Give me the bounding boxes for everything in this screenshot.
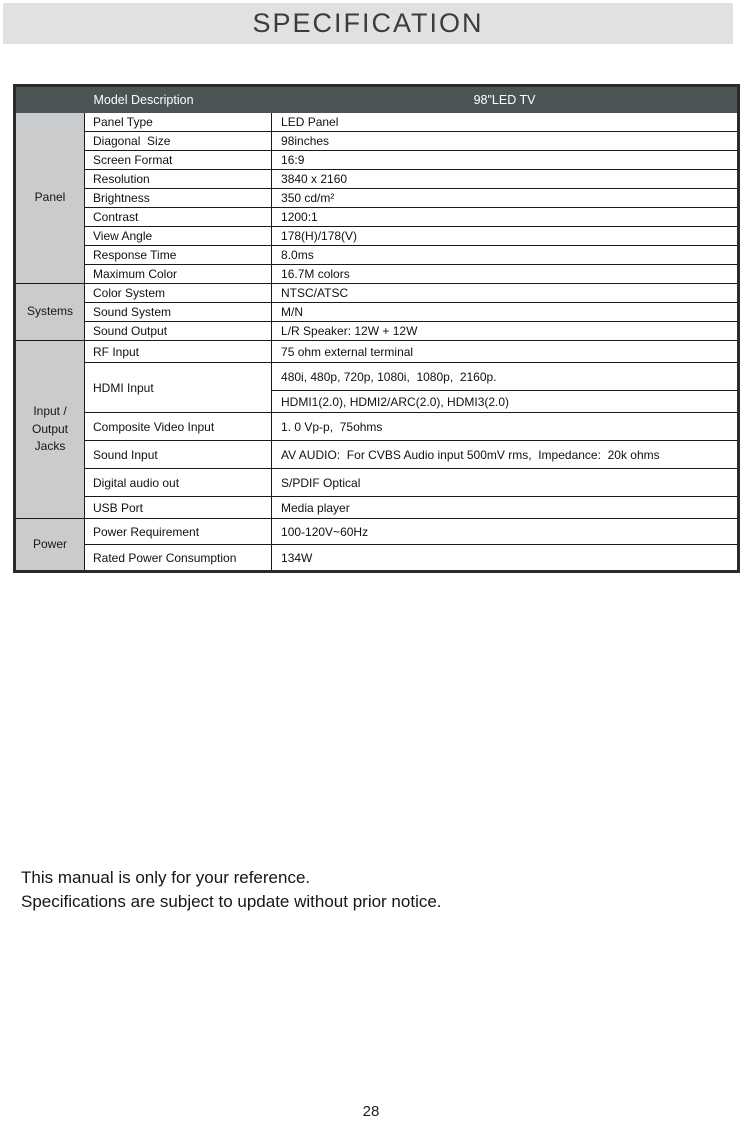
spec-value: 350 cd/m² — [271, 188, 740, 208]
spec-value: Media player — [271, 496, 740, 519]
spec-value: 16.7M colors — [271, 264, 740, 284]
table-row: Power Power Requirement 100-120V~60Hz — [14, 518, 740, 572]
spec-label: USB Port — [83, 496, 273, 519]
spec-label: Sound System — [83, 302, 273, 322]
spec-label: Contrast — [83, 207, 273, 227]
table-row: Brightness 350 cd/m² — [15, 188, 740, 208]
table-row: Composite Video Input 1. 0 Vp-p, 75ohms — [15, 412, 740, 441]
spec-value: NTSC/ATSC — [271, 283, 740, 303]
page-number: 28 — [362, 1103, 380, 1120]
spec-label: Color System — [83, 283, 273, 303]
footer-note: This manual is only for your reference. … — [21, 866, 442, 914]
section-label-systems: Systems — [14, 283, 85, 341]
spec-value: 3840 x 2160 — [271, 169, 740, 189]
footer-line-1: This manual is only for your reference. — [21, 868, 311, 887]
spec-value: 8.0ms — [271, 245, 740, 265]
spec-label: Power Requirement — [83, 518, 273, 545]
spec-value: 1. 0 Vp-p, 75ohms — [271, 412, 740, 441]
spec-label: View Angle — [83, 226, 273, 246]
spec-label: Response Time — [83, 245, 273, 265]
table-row: Resolution 3840 x 2160 — [15, 169, 740, 189]
spec-label: Brightness — [83, 188, 273, 208]
table-row: Sound Output L/R Speaker: 12W + 12W — [15, 321, 740, 341]
spec-label: Digital audio out — [83, 468, 273, 497]
spec-label: Sound Output — [83, 321, 273, 341]
table-row: HDMI Input 480i, 480p, 720p, 1080i, 1080… — [15, 362, 740, 413]
table-row: Panel Panel Type LED Panel — [14, 112, 740, 284]
footer-line-2: Specifications are subject to update wit… — [21, 892, 442, 911]
spec-value: 75 ohm external terminal — [271, 340, 740, 363]
table-row: Rated Power Consumption 134W — [15, 544, 740, 572]
spec-value: 178(H)/178(V) — [271, 226, 740, 246]
table-row: Maximum Color 16.7M colors — [15, 264, 740, 284]
section-label-input-output-jacks: Input / Output Jacks — [14, 340, 85, 519]
model-description-header: Model Description — [13, 85, 273, 113]
spec-value: S/PDIF Optical — [271, 468, 740, 497]
table-row: HDMI1(2.0), HDMI2/ARC(2.0), HDMI3(2.0) — [15, 390, 740, 413]
table-row: Contrast 1200:1 — [15, 207, 740, 227]
spec-value: 134W — [271, 544, 740, 572]
spec-label: Sound Input — [83, 440, 273, 469]
table-row: Sound Input AV AUDIO: For CVBS Audio inp… — [15, 440, 740, 469]
spec-label: Resolution — [83, 169, 273, 189]
spec-label: Maximum Color — [83, 264, 273, 284]
spec-value: AV AUDIO: For CVBS Audio input 500mV rms… — [271, 440, 740, 469]
spec-value: 1200:1 — [271, 207, 740, 227]
table-row: View Angle 178(H)/178(V) — [15, 226, 740, 246]
spec-value: M/N — [271, 302, 740, 322]
page-title: SPECIFICATION — [252, 8, 484, 38]
spec-value: HDMI1(2.0), HDMI2/ARC(2.0), HDMI3(2.0) — [271, 390, 740, 413]
table-header-row: Model Description 98"LED TV — [13, 85, 740, 113]
spec-label: Composite Video Input — [83, 412, 273, 441]
spec-value: 98inches — [271, 131, 740, 151]
table-row: Digital audio out S/PDIF Optical — [15, 468, 740, 497]
spec-label: Screen Format — [83, 150, 273, 170]
title-band: SPECIFICATION — [3, 3, 733, 44]
table-row: Sound System M/N — [15, 302, 740, 322]
model-value-header: 98"LED TV — [271, 85, 740, 113]
spec-value: 480i, 480p, 720p, 1080i, 1080p, 2160p. — [271, 362, 740, 391]
section-label-power: Power — [14, 518, 85, 572]
spec-label: Panel Type — [83, 112, 273, 132]
specification-table: Model Description 98"LED TV Panel Panel … — [13, 84, 741, 573]
spec-label: Diagonal Size — [83, 131, 273, 151]
table-row: Diagonal Size 98inches — [15, 131, 740, 151]
spec-label: RF Input — [83, 340, 273, 363]
table-row: Screen Format 16:9 — [15, 150, 740, 170]
spec-value: 16:9 — [271, 150, 740, 170]
spec-value: LED Panel — [271, 112, 740, 132]
section-label-panel: Panel — [14, 112, 85, 284]
table-row: Response Time 8.0ms — [15, 245, 740, 265]
spec-value: 100-120V~60Hz — [271, 518, 740, 545]
spec-label: Rated Power Consumption — [83, 544, 273, 572]
table-row: Systems Color System NTSC/ATSC — [14, 283, 740, 341]
table-row: USB Port Media player — [15, 496, 740, 519]
table-row: Input / Output Jacks RF Input 75 ohm ext… — [14, 340, 740, 519]
spec-value: L/R Speaker: 12W + 12W — [271, 321, 740, 341]
spec-label: HDMI Input — [83, 362, 273, 413]
